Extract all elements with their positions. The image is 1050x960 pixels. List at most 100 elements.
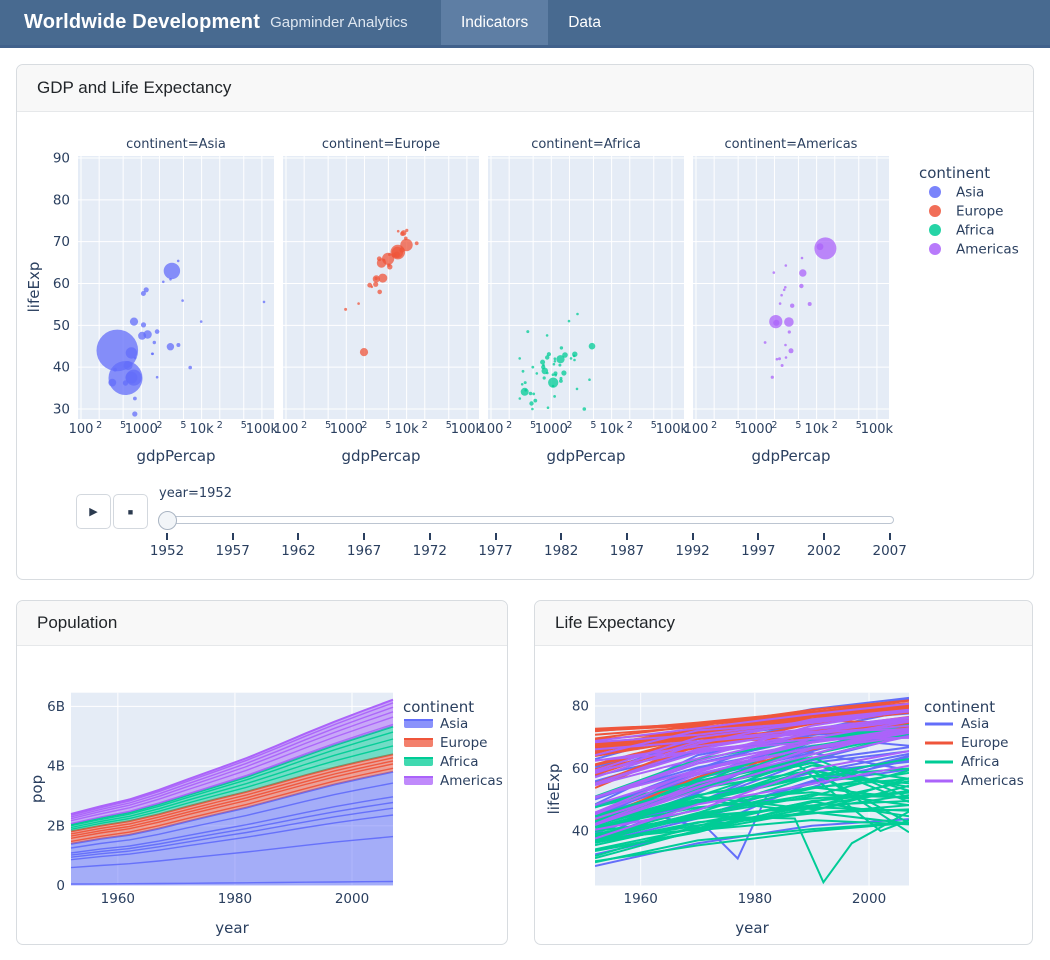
scatter-point-Africa[interactable] xyxy=(520,387,529,396)
scatter-point-Asia[interactable] xyxy=(96,329,139,372)
scatter-point-Africa[interactable] xyxy=(548,377,559,388)
scatter-point-Africa[interactable] xyxy=(529,401,534,406)
scatter-point-Americas[interactable] xyxy=(780,293,783,297)
scatter-point-Africa[interactable] xyxy=(532,392,536,396)
scatter-point-Americas[interactable] xyxy=(773,319,780,326)
year-slider-handle[interactable] xyxy=(158,511,177,530)
scatter-point-Africa[interactable] xyxy=(576,312,579,316)
country-line-Africa[interactable] xyxy=(595,821,909,863)
slider-tick-label[interactable]: 1977 xyxy=(478,543,513,559)
country-line-Americas[interactable] xyxy=(595,731,909,820)
scatter-point-Asia[interactable] xyxy=(140,322,147,328)
scatter-point-Asia[interactable] xyxy=(140,291,146,296)
scatter-point-Americas[interactable] xyxy=(787,330,791,334)
scatter-point-Asia[interactable] xyxy=(176,343,181,347)
scatter-point-Europe[interactable] xyxy=(400,231,405,236)
country-line-Africa[interactable] xyxy=(595,727,909,798)
tab-indicators[interactable]: Indicators xyxy=(441,0,549,45)
scatter-point-Americas[interactable] xyxy=(807,302,812,306)
scatter-point-Europe[interactable] xyxy=(359,348,369,357)
legend-item-Africa[interactable]: Africa xyxy=(925,754,1000,770)
scatter-point-Africa[interactable] xyxy=(541,365,546,370)
country-line-Africa[interactable] xyxy=(595,771,909,837)
scatter-point-Americas[interactable] xyxy=(763,341,767,344)
year-slider-track[interactable] xyxy=(166,516,894,524)
scatter-point-Africa[interactable] xyxy=(582,407,587,411)
scatter-point-Asia[interactable] xyxy=(166,343,175,351)
scatter-point-Africa[interactable] xyxy=(554,373,557,377)
scatter-point-Asia[interactable] xyxy=(125,369,142,386)
scatter-point-Europe[interactable] xyxy=(344,307,348,311)
scatter-point-Europe[interactable] xyxy=(377,289,383,295)
country-line-Africa[interactable] xyxy=(595,777,909,841)
scatter-point-Americas[interactable] xyxy=(778,302,782,305)
scatter-point-Asia[interactable] xyxy=(108,378,117,387)
country-line-Americas[interactable] xyxy=(595,719,909,785)
scatter-point-Africa[interactable] xyxy=(588,378,591,382)
scatter-point-Asia[interactable] xyxy=(150,352,154,356)
scatter-point-Africa[interactable] xyxy=(546,371,549,375)
scatter-point-Europe[interactable] xyxy=(372,275,380,283)
scatter-point-Africa[interactable] xyxy=(531,365,535,369)
country-line-Americas[interactable] xyxy=(595,735,909,826)
scatter-point-Americas[interactable] xyxy=(770,375,774,379)
scatter-point-Asia[interactable] xyxy=(262,300,266,304)
scatter-point-Asia[interactable] xyxy=(129,317,139,326)
scatter-point-Americas[interactable] xyxy=(782,288,786,292)
scatter-point-Americas[interactable] xyxy=(788,348,794,354)
scatter-point-Africa[interactable] xyxy=(546,406,550,410)
scatter-point-Africa[interactable] xyxy=(521,369,525,373)
scatter-point-Americas[interactable] xyxy=(784,317,794,327)
scatter-point-Africa[interactable] xyxy=(528,391,533,396)
scatter-point-Africa[interactable] xyxy=(540,359,546,365)
scatter-point-Europe[interactable] xyxy=(376,258,387,268)
scatter-point-Asia[interactable] xyxy=(155,375,159,379)
scatter-point-Africa[interactable] xyxy=(588,342,596,350)
legend-item-Europe[interactable]: Europe xyxy=(929,204,1003,220)
scatter-point-Europe[interactable] xyxy=(405,228,409,232)
scatter-point-Africa[interactable] xyxy=(553,360,557,363)
legend-item-Americas[interactable]: Americas xyxy=(925,773,1024,789)
legend-item-Africa[interactable]: Africa xyxy=(929,223,995,239)
scatter-point-Africa[interactable] xyxy=(518,397,522,400)
scatter-point-Africa[interactable] xyxy=(518,357,521,360)
scatter-point-Americas[interactable] xyxy=(772,271,776,274)
scatter-point-Europe[interactable] xyxy=(387,263,391,267)
scatter-point-Americas[interactable] xyxy=(784,356,788,359)
slider-tick-label[interactable]: 1987 xyxy=(609,543,645,559)
country-line-Africa[interactable] xyxy=(595,810,909,885)
scatter-point-Africa[interactable] xyxy=(567,319,571,323)
country-line-Europe[interactable] xyxy=(595,699,909,740)
slider-tick-label[interactable]: 1982 xyxy=(544,543,579,559)
scatter-point-Americas[interactable] xyxy=(790,303,795,308)
country-line-Americas[interactable] xyxy=(595,764,909,840)
scatter-point-Americas[interactable] xyxy=(799,269,807,277)
scatter-point-Africa[interactable] xyxy=(523,381,527,385)
country-line-Africa[interactable] xyxy=(595,821,909,864)
stop-button[interactable]: ■ xyxy=(113,494,148,529)
scatter-point-Africa[interactable] xyxy=(553,395,556,398)
slider-tick-label[interactable]: 1967 xyxy=(346,543,382,559)
scatter-point-Europe[interactable] xyxy=(378,273,388,283)
scatter-point-Europe[interactable] xyxy=(396,229,400,233)
scatter-point-Asia[interactable] xyxy=(122,380,129,386)
country-line-Africa[interactable] xyxy=(595,819,909,860)
play-button[interactable]: ▶ xyxy=(76,494,111,529)
legend-item-Africa[interactable]: Africa xyxy=(404,754,479,770)
scatter-point-Africa[interactable] xyxy=(559,379,563,383)
country-line-Americas[interactable] xyxy=(595,724,909,785)
scatter-point-Americas[interactable] xyxy=(775,357,779,361)
scatter-point-Africa[interactable] xyxy=(545,334,549,337)
scatter-point-Asia[interactable] xyxy=(176,259,180,263)
scatter-point-Europe[interactable] xyxy=(370,285,374,289)
country-line-Americas[interactable] xyxy=(595,730,909,762)
scatter-point-Europe[interactable] xyxy=(414,241,419,246)
scatter-point-Asia[interactable] xyxy=(125,347,138,359)
slider-tick-label[interactable]: 1997 xyxy=(741,543,776,559)
legend-item-Asia[interactable]: Asia xyxy=(929,185,984,201)
legend-item-Europe[interactable]: Europe xyxy=(404,735,487,751)
scatter-point-Africa[interactable] xyxy=(558,363,562,367)
scatter-point-Asia[interactable] xyxy=(162,280,165,284)
legend-item-Asia[interactable]: Asia xyxy=(925,716,989,732)
